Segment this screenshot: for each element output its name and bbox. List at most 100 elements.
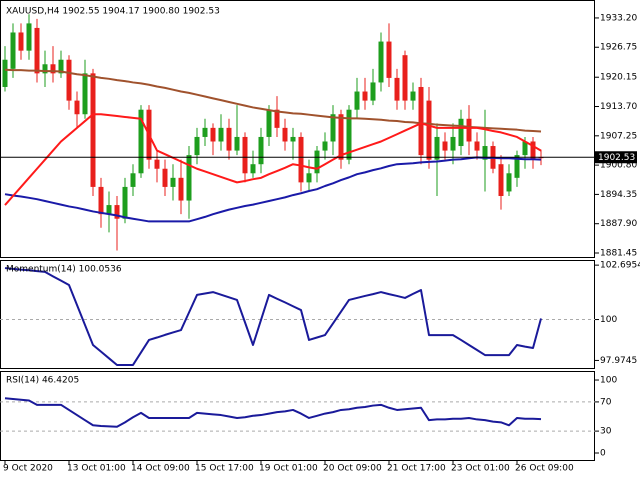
x-tick-label: 13 Oct 01:00 [67, 464, 126, 474]
candle-body [426, 100, 432, 160]
candle-body [474, 141, 480, 151]
y-tick-label: 1881.45 [600, 249, 637, 259]
candle-body [130, 173, 136, 187]
candle-body [250, 164, 256, 174]
y-tick-label: 1920.15 [600, 73, 637, 83]
y-tick-label: 30 [600, 427, 612, 437]
candle-body [466, 118, 472, 142]
candle-body [66, 59, 72, 101]
y-tick-label: 102.6954 [600, 261, 640, 271]
candle-body [498, 164, 504, 196]
candle-body [274, 109, 280, 128]
x-tick-label: 9 Oct 2020 [3, 464, 53, 474]
indicator-line [4, 156, 542, 223]
candle-body [218, 127, 224, 142]
candle-body [234, 136, 240, 151]
y-tick-label: 0 [600, 448, 606, 458]
indicator-line [4, 397, 542, 428]
candle-body [458, 118, 464, 147]
candle-body [522, 141, 528, 156]
candle-body [306, 173, 312, 183]
candle-body [162, 168, 168, 187]
candle-body [90, 73, 96, 187]
candle-body [394, 77, 400, 101]
candle-body [18, 32, 24, 51]
candle-body [58, 59, 64, 74]
candle-body [434, 136, 440, 160]
momentum-panel [0, 260, 595, 369]
candle-body [370, 82, 376, 101]
candle-body [178, 177, 184, 201]
candle-body [530, 141, 536, 160]
y-tick-label: 1926.75 [600, 43, 637, 53]
y-tick-label: 1913.70 [600, 102, 637, 112]
main-panel [0, 0, 595, 258]
indicator-line [4, 68, 542, 133]
candle-body [322, 141, 328, 151]
candle-body [154, 159, 160, 169]
y-tick-label: 1933.20 [600, 13, 637, 23]
y-tick-label: 70 [600, 397, 612, 407]
candle-body [410, 91, 416, 101]
candle-body [138, 109, 144, 174]
x-tick-label: 14 Oct 09:00 [131, 464, 190, 474]
panel-title: Momentum(14) 100.0536 [6, 265, 122, 275]
candle-body [402, 55, 408, 101]
candle-body [482, 146, 488, 160]
candle-body [106, 205, 112, 215]
candle-body [346, 109, 352, 160]
candle-body [314, 150, 320, 174]
candle-body [330, 114, 336, 142]
candle-body [226, 127, 232, 151]
y-tick-label: 1894.35 [600, 190, 637, 200]
candle-body [298, 136, 304, 183]
candle-body [258, 136, 264, 165]
panel-title: RSI(14) 46.4205 [6, 376, 79, 386]
x-tick-label: 19 Oct 01:00 [259, 464, 318, 474]
candle-body [506, 173, 512, 192]
last-price-label: 1902.53 [598, 153, 635, 163]
candle-body [42, 64, 48, 74]
y-tick-label: 100 [600, 315, 617, 325]
candle-body [282, 127, 288, 142]
candle-body [202, 127, 208, 137]
candle-body [34, 27, 40, 74]
candle-body [514, 155, 520, 178]
panel-title: XAUUSD,H4 1902.55 1904.17 1900.80 1902.5… [6, 7, 220, 17]
x-tick-label: 20 Oct 09:00 [323, 464, 382, 474]
candle-body [266, 109, 272, 137]
x-tick-label: 23 Oct 01:00 [451, 464, 510, 474]
y-tick-label: 97.9745 [600, 356, 637, 366]
candle-body [418, 86, 424, 156]
candle-body [386, 41, 392, 78]
last-price-box [595, 151, 637, 164]
y-tick-label: 1887.90 [600, 219, 637, 229]
rsi-panel [0, 371, 595, 461]
candle-body [74, 100, 80, 115]
candle-body [290, 136, 296, 142]
candle-body [210, 127, 216, 142]
y-tick-label: 100 [600, 376, 617, 386]
candle-body [242, 136, 248, 174]
candle-body [114, 205, 120, 219]
candle-body [2, 59, 8, 87]
y-tick-label: 1907.25 [600, 131, 637, 141]
x-tick-label: 26 Oct 09:00 [515, 464, 574, 474]
candle-body [26, 23, 32, 51]
candle-body [82, 73, 88, 115]
candle-body [194, 136, 200, 156]
candle-body [362, 91, 368, 101]
indicator-line [4, 113, 542, 206]
indicator-line [4, 267, 542, 366]
candle-body [354, 91, 360, 110]
y-tick-label: 1900.80 [600, 161, 637, 171]
candle-body [50, 64, 56, 74]
candle-body [122, 186, 128, 219]
candle-body [442, 141, 448, 151]
candle-body [98, 186, 104, 215]
candle-body [338, 114, 344, 160]
candle-body [10, 32, 16, 69]
candle-body [170, 177, 176, 187]
